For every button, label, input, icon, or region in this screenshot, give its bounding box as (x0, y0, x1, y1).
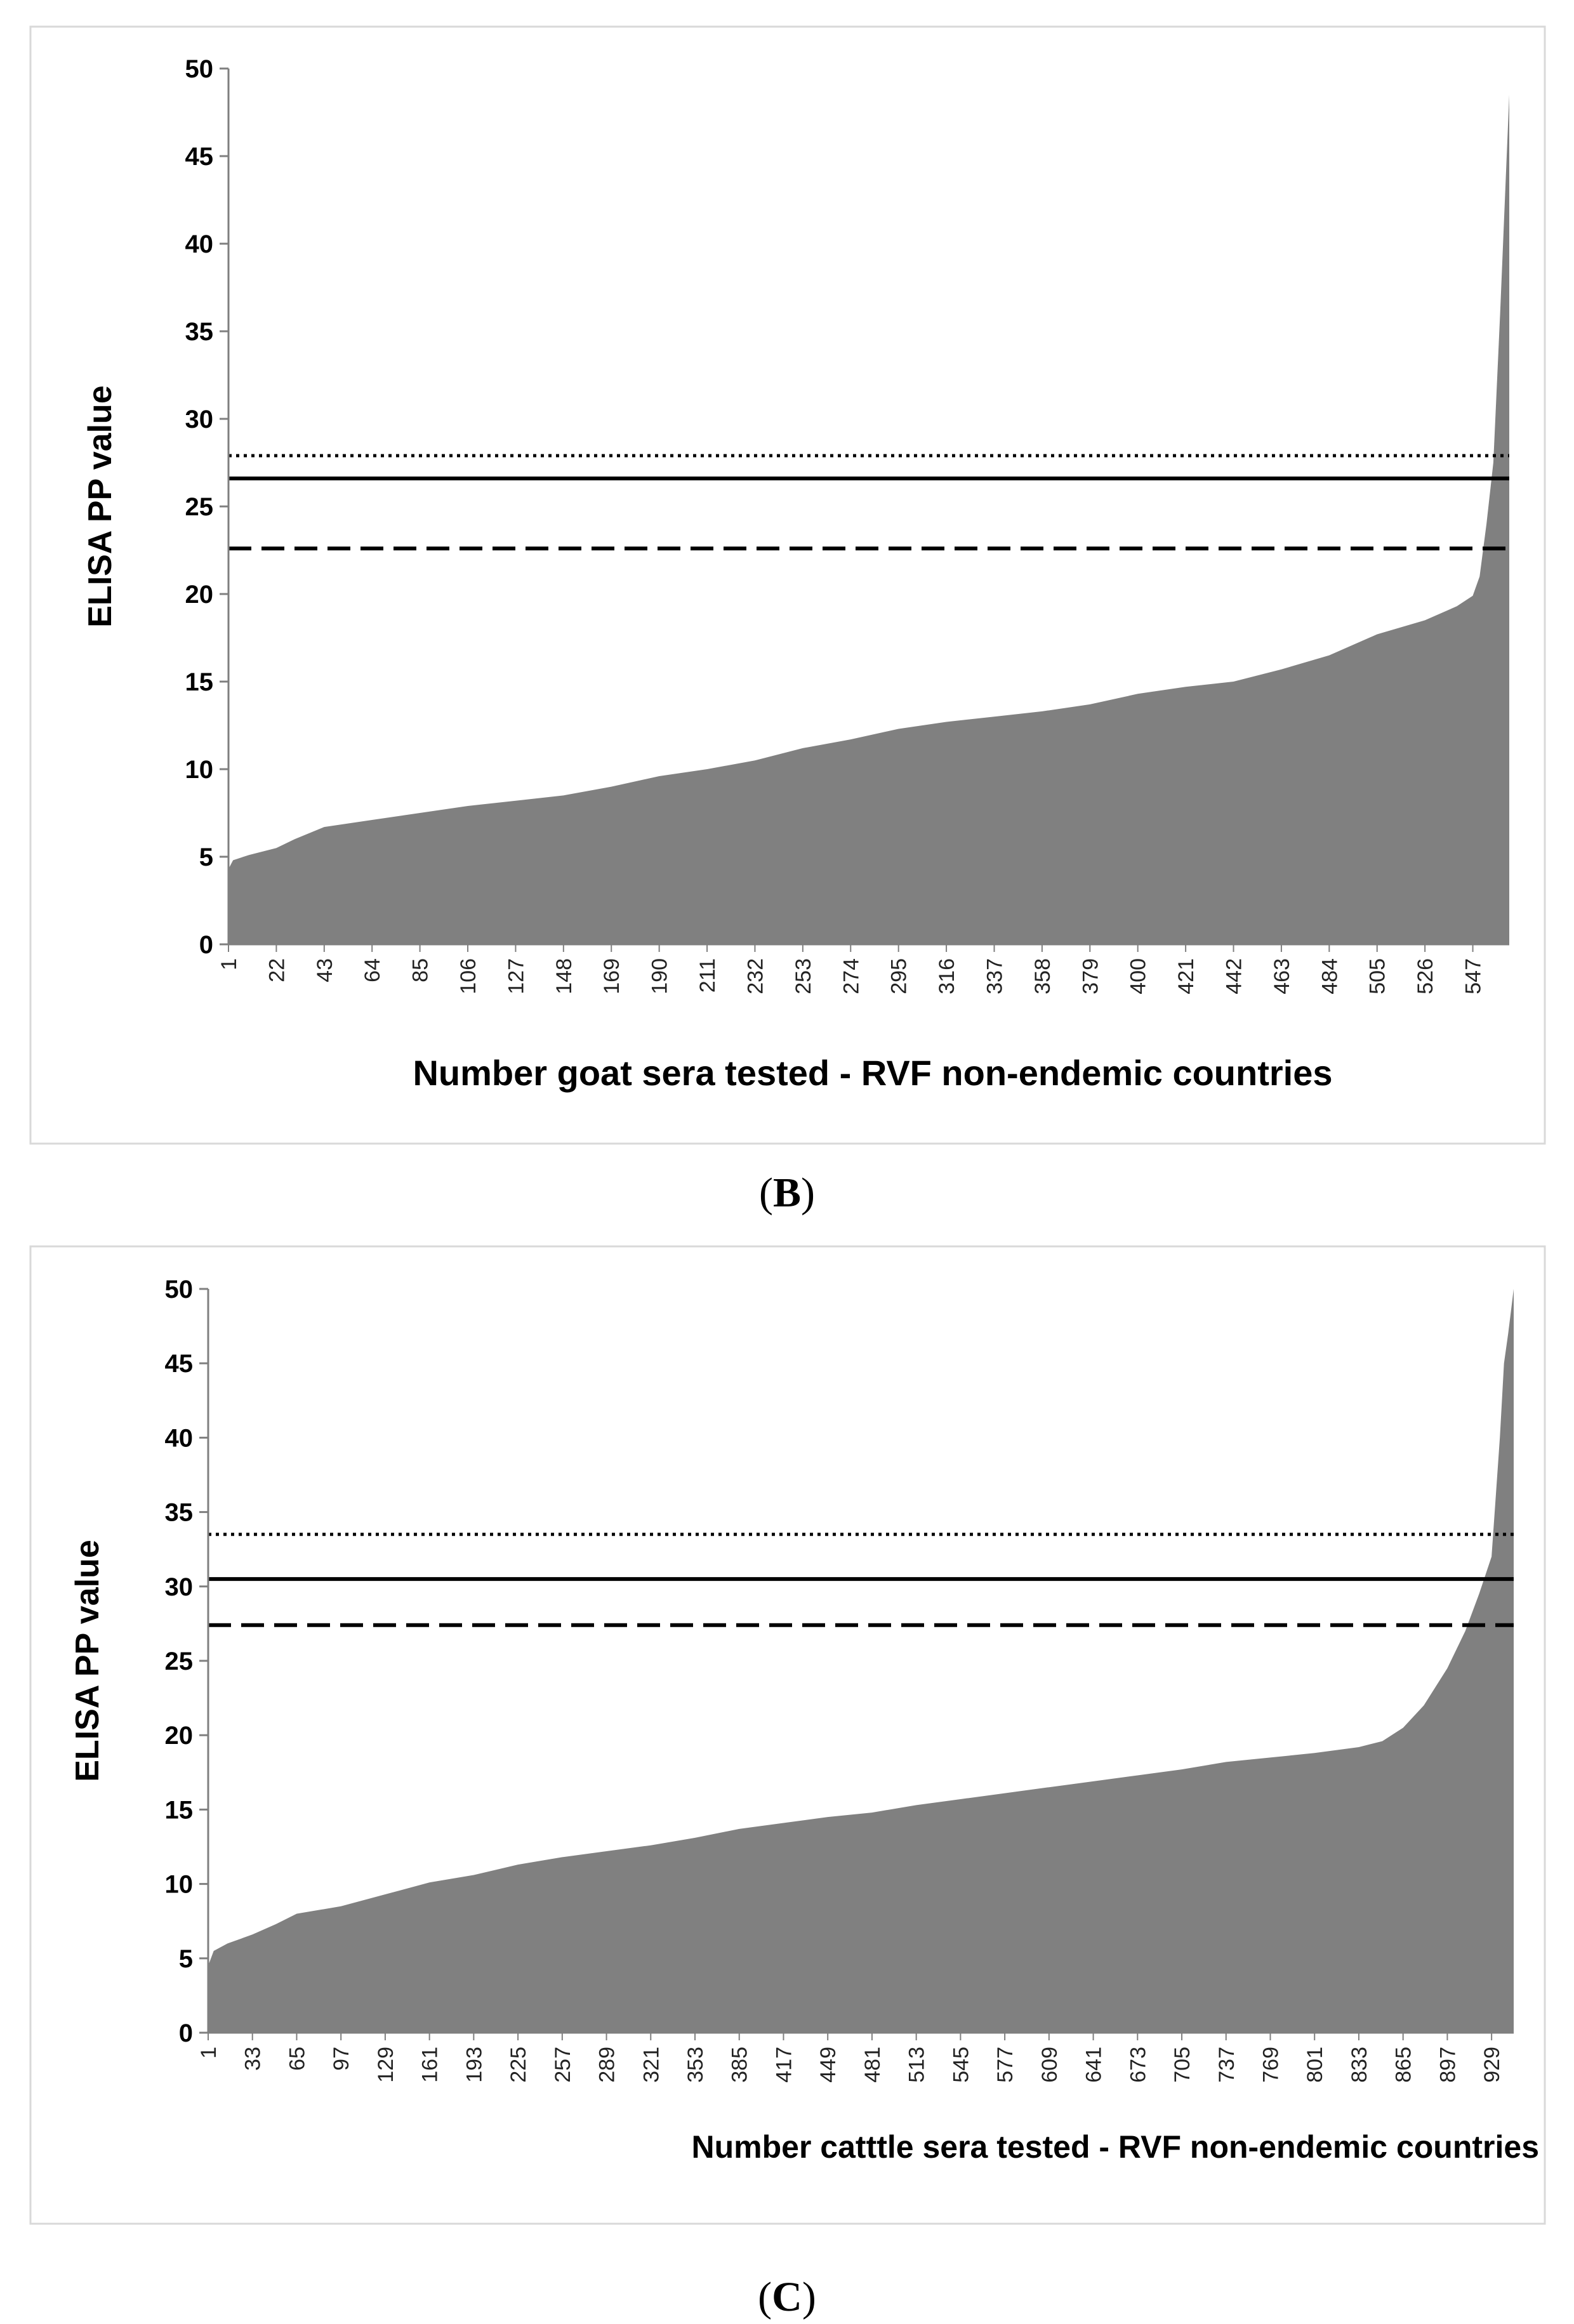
chart-b-svg: 0 5 10 15 20 25 30 35 40 45 50 1 22 43 64 85 106 127 148 16… (29, 25, 1546, 1145)
chart-c-x-tick-label: 417 (772, 2047, 796, 2083)
chart-b-x-tick-label: 232 (743, 958, 767, 994)
chart-b-area-series (228, 95, 1509, 944)
chart-c-x-tick-label: 385 (728, 2047, 752, 2083)
chart-c-y-tick-label: 20 (165, 1722, 194, 1750)
chart-c-x-tick-label: 481 (861, 2047, 885, 2083)
chart-b-y-tick-label: 35 (185, 318, 214, 346)
chart-b-x-tick-label: 547 (1462, 958, 1486, 994)
chart-b-y-tick-label: 15 (185, 668, 214, 696)
chart-b-x-tick-label: 64 (360, 958, 385, 982)
chart-b-y-axis-title: ELISA PP value (82, 385, 119, 628)
panel-label-b: B (772, 1170, 802, 1216)
chart-b-x-tick-label: 43 (313, 958, 337, 982)
chart-b-x-tick-label: 106 (456, 958, 480, 994)
chart-b-x-tick-label: 148 (552, 958, 576, 994)
chart-c-x-tick-label: 1 (197, 2047, 221, 2059)
panel-label-c: C (772, 2274, 802, 2320)
chart-b-x-tick-label: 190 (648, 958, 672, 994)
chart-c-y-tick-label: 15 (165, 1796, 194, 1824)
chart-c-y-tick-label: 45 (165, 1350, 194, 1378)
chart-b-x-tick-label: 295 (887, 958, 911, 994)
chart-b-x-tick-label: 85 (409, 958, 433, 982)
chart-b-x-tick-label: 463 (1270, 958, 1294, 994)
chart-panel-c: 0 5 10 15 20 25 30 35 40 45 50 1 33 65 97 129 161 193 225 2… (0, 1238, 1574, 2324)
chart-c-x-axis-title: Number catttle sera tested - RVF non-end… (692, 2129, 1540, 2165)
chart-c-x-tick-label: 353 (684, 2047, 708, 2083)
chart-c-x-tick-label: 705 (1170, 2047, 1194, 2083)
chart-c-x-tick-label: 513 (905, 2047, 929, 2083)
chart-c-x-tick-label: 449 (816, 2047, 840, 2083)
chart-c-x-tick-label: 257 (551, 2047, 575, 2083)
chart-b-x-tick-label: 526 (1413, 958, 1438, 994)
chart-c-y-tick-label: 0 (179, 2019, 193, 2047)
chart-c-x-tick-label: 161 (418, 2047, 442, 2083)
panel-caption-b: (B) (759, 1170, 815, 1216)
chart-c-x-tick-label: 769 (1259, 2047, 1283, 2083)
chart-c-y-tick-label: 5 (179, 1945, 193, 1973)
chart-b-y-tick-label: 0 (199, 931, 213, 959)
chart-b-x-tick-label: 358 (1031, 958, 1055, 994)
chart-c-x-tick-label: 929 (1480, 2047, 1504, 2083)
chart-b-x-tick-label: 337 (982, 958, 1007, 994)
chart-c-x-tick-label: 129 (374, 2047, 398, 2083)
chart-c-x-tick-label: 609 (1038, 2047, 1062, 2083)
chart-b-x-tick-label: 316 (935, 958, 959, 994)
chart-b-frame (29, 25, 1546, 1145)
chart-c-y-axis-title: ELISA PP value (69, 1540, 106, 1782)
chart-c-x-tick-label: 865 (1392, 2047, 1416, 2083)
chart-c-x-tick-label: 225 (506, 2047, 531, 2083)
chart-c-x-tick-label: 897 (1436, 2047, 1460, 2083)
chart-c-y-tick-label: 25 (165, 1647, 194, 1675)
chart-b-y-tick-label: 40 (185, 230, 214, 258)
chart-b-x-tick-label: 484 (1318, 958, 1342, 994)
chart-c-x-tick-label: 577 (993, 2047, 1017, 2083)
chart-b-y-tick-label: 25 (185, 493, 214, 521)
chart-b-y-tick-label: 5 (199, 843, 213, 871)
chart-b-x-tick-label: 1 (217, 958, 241, 970)
chart-c-x-tick-label: 321 (639, 2047, 663, 2083)
chart-c-x-tick-label: 97 (329, 2047, 354, 2071)
chart-c-x-tick-label: 545 (949, 2047, 973, 2083)
chart-b-x-tick-label: 169 (600, 958, 624, 994)
chart-c-area-series (208, 1289, 1514, 2033)
chart-c-y-tick-label: 30 (165, 1573, 194, 1601)
panel-caption-c: (C) (758, 2274, 816, 2320)
chart-c-x-tick-label: 737 (1215, 2047, 1239, 2083)
chart-b-y-tick-label: 20 (185, 581, 214, 609)
chart-b-x-tick-label: 211 (696, 958, 720, 993)
chart-b-x-tick-label: 421 (1174, 958, 1198, 994)
chart-b-y-tick-label: 50 (185, 55, 214, 83)
chart-b-y-tick-label: 30 (185, 406, 214, 433)
chart-c-y-tick-label: 35 (165, 1499, 194, 1527)
chart-c-x-tick-label: 833 (1347, 2047, 1372, 2083)
chart-c-svg: 0 5 10 15 20 25 30 35 40 45 50 1 33 65 97 129 161 193 225 2… (29, 1245, 1546, 2225)
chart-b-x-axis-title: Number goat sera tested - RVF non-endemi… (413, 1053, 1332, 1093)
chart-b-x-tick-label: 22 (265, 958, 289, 982)
chart-c-x-tick-label: 641 (1082, 2047, 1106, 2083)
chart-b-x-tick-label: 253 (791, 958, 816, 994)
chart-c-x-tick-label: 289 (595, 2047, 619, 2083)
chart-c-y-tick-label: 40 (165, 1424, 194, 1452)
chart-c-y-tick-label: 50 (165, 1276, 194, 1304)
chart-b-x-tick-label: 379 (1078, 958, 1102, 994)
chart-c-frame (29, 1245, 1546, 2225)
chart-panel-b: 0 5 10 15 20 25 30 35 40 45 50 1 22 43 64 85 106 127 148 16… (29, 25, 1546, 1216)
chart-c-y-tick-label: 10 (165, 1871, 194, 1899)
chart-c-x-tick-label: 193 (462, 2047, 486, 2083)
chart-b-x-tick-label: 400 (1127, 958, 1151, 994)
chart-c-x-tick-label: 673 (1126, 2047, 1150, 2083)
chart-c-x-tick-label: 33 (241, 2047, 265, 2071)
chart-b-x-tick-label: 127 (504, 958, 528, 994)
chart-b-x-tick-label: 505 (1366, 958, 1390, 994)
chart-b-y-tick-label: 10 (185, 756, 214, 784)
chart-b-y-tick-label: 45 (185, 143, 214, 171)
chart-c-x-tick-label: 65 (285, 2047, 309, 2071)
chart-c-x-tick-label: 801 (1303, 2047, 1327, 2083)
chart-b-x-tick-label: 442 (1222, 958, 1247, 994)
chart-b-x-tick-label: 274 (839, 958, 863, 994)
